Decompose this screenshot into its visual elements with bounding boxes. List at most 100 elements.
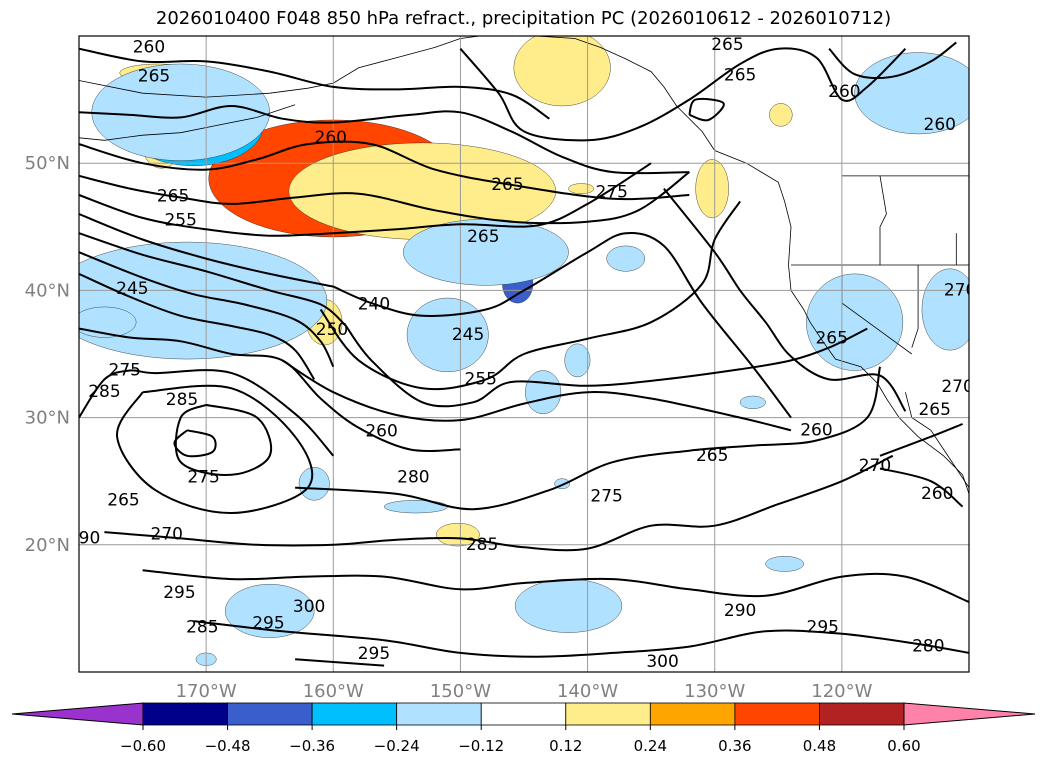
contour-label-17: 260 — [924, 115, 956, 135]
precip-region-57 — [383, 500, 448, 514]
contour-line-8 — [79, 272, 316, 380]
precip-region-34 — [854, 52, 969, 135]
contour-label-6: 240 — [358, 294, 390, 314]
contour-label-5: 245 — [116, 279, 148, 299]
colorbar-over-extension — [903, 702, 1036, 726]
x-tick-label: 160°W — [303, 681, 364, 702]
contour-label-25: 285 — [186, 617, 218, 637]
contour-line-11 — [319, 200, 741, 391]
contour-line-4 — [79, 162, 652, 237]
precip-region-8 — [513, 36, 611, 107]
colorbar-under-extension — [11, 702, 144, 726]
colorbar-tick-label: −0.24 — [374, 737, 420, 755]
colorbar-segment-3 — [396, 702, 482, 726]
coastline-3 — [905, 392, 969, 488]
coastline-4 — [79, 104, 296, 141]
contour-line-16 — [142, 569, 969, 603]
contour-label-37: 260 — [921, 484, 953, 504]
coastline-8 — [879, 175, 887, 265]
contour-line-26 — [879, 423, 963, 457]
contour-line-12 — [332, 231, 792, 419]
contour-label-0: 260 — [133, 37, 165, 57]
colorbar-segment-2 — [311, 702, 398, 726]
precip-region-58 — [739, 395, 766, 409]
y-tick-label: 30°N — [25, 408, 70, 429]
x-tick-label: 130°W — [684, 681, 745, 702]
contour-label-35: 265 — [815, 329, 847, 349]
y-tick-label: 40°N — [25, 280, 70, 301]
precip-region-30 — [91, 63, 270, 161]
colorbar-tick-label: 0.48 — [803, 737, 836, 755]
colorbar-segment-7 — [734, 702, 820, 726]
colorbar-segment-0 — [142, 702, 228, 726]
contour-label-33: 265 — [696, 446, 728, 466]
contour-line-17 — [193, 620, 969, 658]
precip-region-43 — [806, 273, 904, 371]
contour-label-7: 250 — [316, 320, 348, 340]
contour-line-28 — [828, 41, 957, 80]
contour-label-3: 265 — [157, 186, 189, 206]
precip-region-48 — [225, 584, 315, 638]
colorbar-tick-label: −0.60 — [120, 737, 166, 755]
colorbar-tick-label: 0.36 — [718, 737, 751, 755]
y-tick-label: 50°N — [25, 153, 70, 174]
precip-region-50 — [514, 578, 623, 633]
contour-line-6 — [79, 232, 347, 327]
precip-region-26 — [79, 241, 328, 360]
contour-label-34: 260 — [800, 420, 832, 440]
contour-line-1 — [79, 104, 690, 175]
contour-label-15: 265 — [724, 65, 756, 85]
contour-line-21 — [116, 384, 314, 515]
chart-title: 2026010400 F048 850 hPa refract., precip… — [155, 8, 892, 29]
contour-line-18 — [295, 658, 385, 667]
contour-label-10: 260 — [365, 422, 397, 442]
contour-label-44: 265 — [107, 490, 139, 510]
contour-label-43: 275 — [109, 361, 141, 381]
contour-label-24: 295 — [163, 583, 195, 603]
contour-line-13 — [345, 325, 868, 408]
contour-label-41: 290 — [68, 528, 100, 548]
x-tick-label: 120°W — [811, 681, 872, 702]
precip-region-55 — [564, 343, 591, 378]
x-tick-label: 150°W — [430, 681, 491, 702]
colorbar-tick-label: −0.12 — [458, 737, 504, 755]
contour-label-16: 260 — [828, 82, 860, 102]
contour-line-14 — [295, 366, 881, 511]
contour-label-1: 265 — [138, 67, 170, 87]
contour-label-20: 280 — [397, 467, 429, 487]
coastline-2 — [536, 36, 969, 495]
contour-line-19 — [174, 403, 273, 476]
contour-line-2 — [79, 140, 690, 201]
contour-label-23: 270 — [151, 525, 183, 545]
refractivity-contour-layer — [79, 41, 969, 667]
map-frame — [78, 35, 970, 673]
colorbar-segment-4 — [480, 702, 567, 726]
contour-label-29: 300 — [646, 652, 678, 672]
contour-label-4: 255 — [164, 210, 196, 230]
contour-label-31: 295 — [807, 617, 839, 637]
contour-line-10 — [281, 359, 792, 432]
x-tick-label: 170°W — [176, 681, 237, 702]
precip-region-16 — [436, 522, 480, 547]
precip-region-10 — [695, 159, 729, 219]
contour-label-22: 285 — [466, 535, 498, 555]
colorbar-segment-1 — [227, 702, 313, 726]
contour-line-22 — [79, 369, 335, 457]
contour-label-39: 270 — [941, 377, 973, 397]
colorbar-tick-label: 0.12 — [549, 737, 582, 755]
contour-label-14: 265 — [711, 35, 743, 55]
colorbar: −0.60 −0.48 −0.36 −0.24 −0.12 0.12 0.24 0.36 0.4… — [11, 702, 1036, 755]
colorbar-tick-label: 0.24 — [634, 737, 667, 755]
colorbar-segment-8 — [819, 702, 905, 726]
contour-line-7 — [79, 251, 335, 368]
precip-region-61 — [606, 245, 645, 272]
contour-line-20 — [173, 429, 217, 458]
contour-line-27 — [879, 467, 964, 508]
precip-region-21 — [568, 183, 595, 194]
precip-region-59 — [79, 306, 137, 338]
coastline-0 — [79, 38, 461, 98]
y-tick-label: 20°N — [25, 535, 70, 556]
contour-label-12: 265 — [491, 175, 523, 195]
contour-label-27: 300 — [293, 597, 325, 617]
